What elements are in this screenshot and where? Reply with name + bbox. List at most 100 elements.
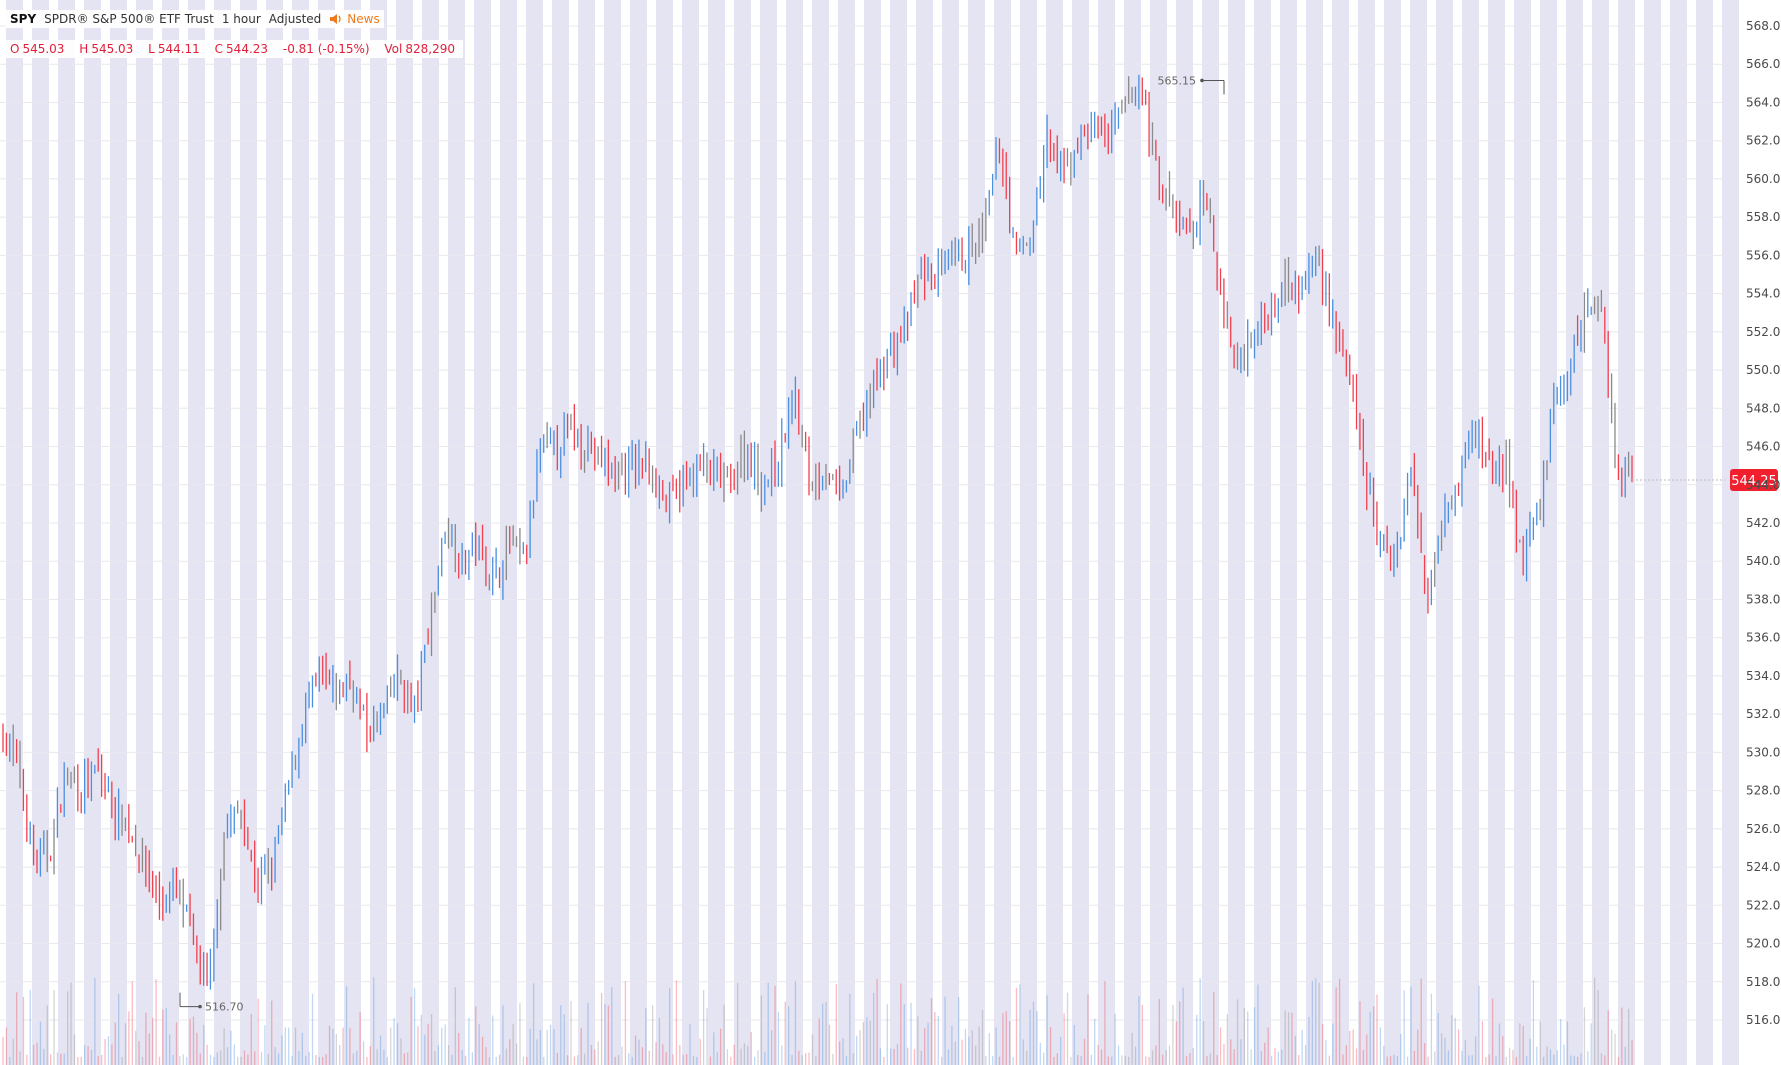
- last-price-label: 544.25: [1731, 474, 1777, 489]
- volume-bar: [274, 1047, 276, 1065]
- close-value: 544.23: [226, 42, 269, 56]
- volume-bar: [298, 1051, 300, 1065]
- session-band: [318, 0, 335, 1065]
- volume-bar: [138, 1041, 140, 1065]
- volume-bar: [308, 1051, 310, 1065]
- session-band: [1644, 0, 1661, 1065]
- volume-bar: [583, 1053, 586, 1065]
- volume-bar: [328, 1025, 331, 1065]
- volume-bar: [56, 1052, 59, 1065]
- volume-bar: [427, 1024, 429, 1065]
- volume-bar: [587, 1002, 589, 1065]
- volume-bar: [971, 1030, 973, 1065]
- session-band: [500, 0, 517, 1065]
- volume-bar: [209, 1054, 212, 1065]
- session-band: [1488, 0, 1505, 1065]
- volume-bar: [1060, 1036, 1062, 1065]
- volume-bar: [301, 1033, 303, 1065]
- volume-bar: [223, 1028, 225, 1065]
- volume-bar: [104, 1039, 106, 1065]
- volume-bar: [651, 1005, 654, 1065]
- session-band: [968, 0, 985, 1065]
- volume-bar: [1104, 981, 1106, 1065]
- volume-bar: [519, 1003, 521, 1065]
- volume-bar: [1610, 1029, 1613, 1065]
- volume-bar: [284, 1027, 286, 1065]
- volume-bar: [590, 1045, 593, 1065]
- volume-bar: [288, 1027, 290, 1065]
- volume-bar: [240, 1056, 242, 1065]
- volume-bar: [332, 1028, 334, 1065]
- volume-bar: [1376, 994, 1378, 1065]
- volume-bar: [1097, 1044, 1099, 1065]
- volume-bar: [1291, 1012, 1293, 1065]
- y-tick-label: 564.00: [1746, 95, 1781, 109]
- volume-bar: [1570, 1055, 1572, 1065]
- y-tick-label: 540.00: [1746, 554, 1781, 568]
- volume-bar: [1165, 1050, 1167, 1065]
- volume-bar: [342, 1027, 344, 1065]
- volume-bar: [1107, 1056, 1109, 1065]
- volume-bar: [1583, 1007, 1586, 1065]
- volume-bar: [468, 1017, 470, 1065]
- volume-bar: [702, 990, 705, 1065]
- volume-bar: [822, 1003, 824, 1065]
- adjustment-label[interactable]: Adjusted: [264, 10, 326, 28]
- volume-bar: [1168, 1045, 1171, 1065]
- news-button[interactable]: News: [325, 10, 384, 28]
- volume-bar: [719, 1028, 722, 1065]
- price-markers: 565.15 516.70 544.25: [179, 74, 1778, 1014]
- volume-bar: [1468, 1055, 1470, 1065]
- volume-bar: [750, 1032, 752, 1065]
- volume-bar: [961, 1039, 963, 1065]
- volume-bar: [1410, 986, 1412, 1065]
- volume-bar: [1311, 980, 1314, 1065]
- speaker-icon: [330, 14, 341, 24]
- volume-bar: [662, 1044, 664, 1065]
- interval-label[interactable]: 1 hour: [217, 10, 265, 28]
- volume-bar: [352, 1053, 354, 1065]
- volume-bar: [1087, 994, 1089, 1065]
- ohlc-bars: [2, 74, 1633, 990]
- session-band: [1124, 0, 1141, 1065]
- volume-bar: [233, 1044, 235, 1065]
- volume-bar: [80, 1056, 82, 1065]
- volume-bar: [573, 1056, 576, 1065]
- volume-bar: [359, 1012, 361, 1065]
- volume-bar: [478, 1024, 480, 1065]
- volume-bar: [1345, 1045, 1348, 1065]
- low-label: L: [148, 42, 155, 56]
- volume-bar: [97, 1056, 99, 1065]
- volume-bar: [879, 1048, 882, 1065]
- volume-bar: [1141, 1004, 1143, 1065]
- volume-bar: [1124, 1055, 1126, 1065]
- volume-bar: [305, 1056, 307, 1065]
- volume-bar: [155, 979, 157, 1065]
- volume-bar: [764, 1052, 766, 1065]
- volume-bar: [1301, 1029, 1303, 1065]
- session-band: [708, 0, 725, 1065]
- session-band: [110, 0, 127, 1065]
- volume-bar: [407, 1052, 409, 1065]
- volume-bar: [798, 1050, 800, 1065]
- open-value: 545.03: [22, 42, 65, 56]
- volume-bar: [1185, 1056, 1188, 1065]
- session-band: [1540, 0, 1557, 1065]
- y-tick-label: 518.00: [1746, 975, 1781, 989]
- volume-bar: [1366, 1034, 1368, 1065]
- volume-bar: [410, 996, 412, 1065]
- volume-bar: [1094, 1018, 1096, 1065]
- volume-bar: [1440, 1033, 1443, 1065]
- volume-bar: [1417, 1029, 1419, 1065]
- volume-bar: [1372, 1006, 1375, 1065]
- volume-bar: [1332, 1023, 1334, 1065]
- session-band: [6, 0, 23, 1065]
- volume-bar: [736, 982, 739, 1065]
- volume-bar: [692, 1056, 695, 1065]
- volume-bar: [182, 1054, 184, 1065]
- volume-bar: [1369, 1011, 1371, 1065]
- symbol-label[interactable]: SPY: [6, 10, 41, 28]
- volume-bar: [1542, 1056, 1545, 1065]
- volume-bar: [1559, 1019, 1562, 1065]
